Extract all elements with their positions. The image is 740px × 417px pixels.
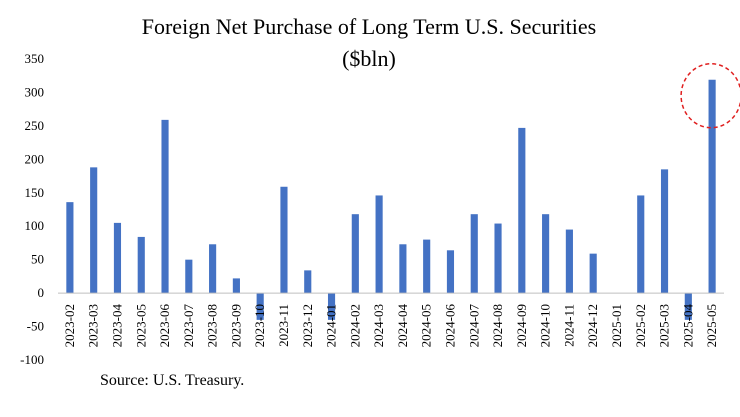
bar-2023-02 xyxy=(66,202,74,294)
bar-2023-03 xyxy=(90,167,98,294)
x-tick-label: 2023-06 xyxy=(157,304,172,348)
y-tick-label: 200 xyxy=(25,151,45,166)
x-tick-label: 2023-07 xyxy=(181,304,196,348)
bar-2024-05 xyxy=(423,239,431,294)
bar-2023-08 xyxy=(209,244,217,294)
bar-2024-07 xyxy=(470,214,478,294)
x-tick-label: 2025-03 xyxy=(657,304,672,347)
x-tick-label: 2023-10 xyxy=(252,304,267,347)
x-tick-label: 2025-05 xyxy=(704,304,719,347)
x-tick-label: 2023-08 xyxy=(205,304,220,347)
bar-2025-03 xyxy=(660,169,669,294)
x-tick-label: 2023-09 xyxy=(228,304,243,347)
y-tick-label: 250 xyxy=(25,118,45,133)
bar-2023-11 xyxy=(280,186,288,294)
x-tick-label: 2024-02 xyxy=(347,304,362,347)
y-tick-label: 100 xyxy=(25,218,45,233)
y-tick-label: 350 xyxy=(25,51,45,66)
x-tick-label: 2023-05 xyxy=(133,304,148,347)
x-tick-label: 2024-09 xyxy=(514,304,529,347)
bar-2024-08 xyxy=(494,223,502,294)
bar-2023-07 xyxy=(185,259,193,294)
chart-title-line1: Foreign Net Purchase of Long Term U.S. S… xyxy=(142,14,596,39)
x-axis: 2023-02 2023-03 2023-04 2023-05 2023-06 2023-… xyxy=(62,304,719,348)
bar-2024-10 xyxy=(542,214,550,294)
source-note: Source: U.S. Treasury. xyxy=(100,372,245,389)
x-tick-label: 2023-04 xyxy=(109,304,124,348)
bar-2025-04 xyxy=(684,293,692,320)
bar-2024-09 xyxy=(518,127,526,294)
y-tick-label: -100 xyxy=(20,352,44,367)
bar-2023-04 xyxy=(113,222,122,294)
bar-2024-01 xyxy=(327,293,336,320)
bar-2024-12 xyxy=(589,253,597,294)
x-tick-label: 2024-03 xyxy=(371,304,386,347)
x-tick-label: 2025-01 xyxy=(609,304,624,347)
bar-2023-06 xyxy=(161,119,169,294)
x-tick-label: 2024-07 xyxy=(466,304,481,348)
bar-2024-03 xyxy=(375,195,383,294)
y-tick-label: 50 xyxy=(31,252,44,267)
y-tick-label: 300 xyxy=(25,84,45,99)
x-tick-label: 2025-04 xyxy=(680,304,695,348)
bar-2024-04 xyxy=(399,244,407,294)
y-tick-label: 0 xyxy=(38,285,45,300)
x-tick-label: 2023-03 xyxy=(86,304,101,347)
x-tick-label: 2024-12 xyxy=(585,304,600,347)
x-tick-label: 2024-11 xyxy=(561,304,576,347)
x-tick-label: 2024-08 xyxy=(490,304,505,347)
bar-2023-05 xyxy=(137,236,145,294)
y-tick-label: 150 xyxy=(25,185,45,200)
bar-2024-06 xyxy=(446,250,455,294)
bar-2023-12 xyxy=(304,270,312,294)
y-tick-label: -50 xyxy=(27,319,44,334)
bar-2025-02 xyxy=(637,195,645,294)
x-tick-label: 2024-10 xyxy=(538,304,553,347)
x-tick-label: 2025-02 xyxy=(633,304,648,347)
x-tick-label: 2024-05 xyxy=(419,304,434,347)
x-tick-label: 2024-04 xyxy=(395,304,410,348)
x-tick-label: 2023-11 xyxy=(276,304,291,347)
bar-series xyxy=(66,79,716,320)
x-tick-label: 2023-02 xyxy=(62,304,77,347)
bar-2023-09 xyxy=(232,278,240,294)
bar-2024-11 xyxy=(565,229,573,294)
bar-2023-10 xyxy=(256,293,264,320)
y-axis: 350 300 250 200 150 100 50 0 -50 -100 xyxy=(20,51,44,367)
bar-2024-02 xyxy=(351,214,359,294)
chart-title-line2: ($bln) xyxy=(342,46,396,71)
x-tick-label: 2024-01 xyxy=(324,304,339,347)
bar-2025-05 xyxy=(708,79,716,294)
x-tick-label: 2023-12 xyxy=(300,304,315,347)
x-tick-label: 2024-06 xyxy=(442,304,457,348)
